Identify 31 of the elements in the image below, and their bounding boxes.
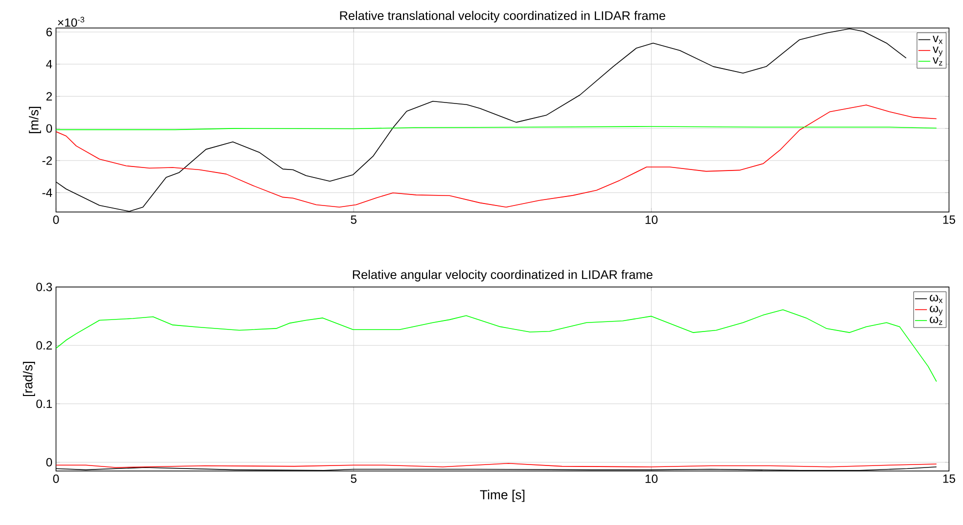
legend-label: v$_{x}$: [932, 36, 943, 44]
legend-label: ω$_{z}$: [930, 316, 942, 325]
y-tick-label: 0: [46, 124, 52, 133]
y-tick-label: 4: [46, 60, 52, 68]
chart-title: Relative translational velocity coordinatized in LIDAR frame: [340, 10, 666, 22]
y-tick-label: 0: [46, 458, 52, 466]
y-tick-label: -4: [42, 188, 52, 197]
x-axis-title: Time [s]: [480, 490, 524, 502]
y-axis-title: [rad/s]: [22, 362, 36, 396]
y-axis-title: [m/s]: [28, 106, 42, 134]
text: ×10$^{-3}$: [58, 16, 84, 27]
x-tick-label: 15: [943, 474, 956, 483]
x-tick-label: 5: [350, 474, 356, 483]
legend-label: ω$_{y}$: [930, 306, 943, 316]
x-tick-label: 10: [646, 216, 658, 224]
x-tick-label: 5: [350, 216, 356, 224]
x-tick-label: 0: [53, 216, 59, 224]
y-tick-label: 2: [46, 92, 52, 100]
legend-label: v$_{y}$: [932, 46, 943, 56]
line-series: [56, 104, 937, 208]
x-tick-label: 0: [53, 474, 59, 483]
chart-title: Relative angular velocity coordinatized in LIDAR frame: [352, 270, 652, 282]
y-tick-label: 6: [46, 28, 52, 36]
legend-label: ω$_{x}$: [930, 294, 943, 304]
legend-label: v$_{z}$: [932, 57, 942, 66]
x-tick-label: 10: [646, 474, 658, 483]
y-tick-label: 0.1: [36, 400, 52, 408]
y-tick-label: 0.2: [36, 341, 52, 350]
y-tick-label: 0.3: [36, 282, 52, 292]
y-tick-label: -2: [42, 156, 52, 165]
x-tick-label: 15: [943, 216, 956, 224]
